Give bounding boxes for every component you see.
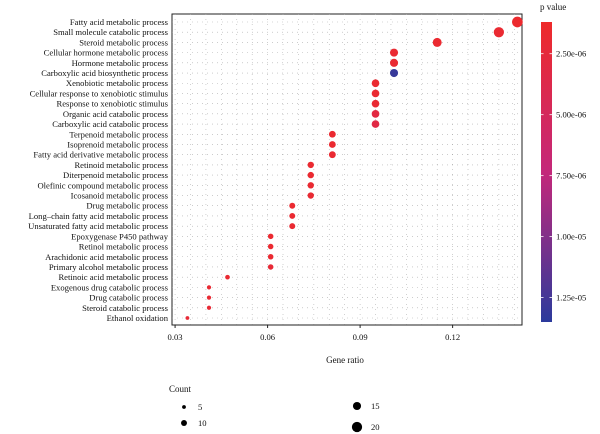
data-point: [206, 305, 212, 310]
color-legend: p value 2.50e-06 5.00e-06 7.50e-06 1.00e-05 1…: [540, 2, 587, 322]
y-tick-label: Isoprenoid metabolic process: [67, 139, 168, 149]
grid-lines: [172, 14, 522, 325]
data-point: [432, 37, 442, 47]
data-point: [289, 202, 296, 209]
y-tick-label: Exogenous drug catabolic process: [51, 282, 169, 292]
data-point: [289, 212, 296, 219]
color-legend-label: 2.50e-06: [556, 49, 587, 59]
size-legend-dot: [181, 420, 187, 426]
color-legend-label: 1.00e-05: [556, 232, 586, 242]
x-tick-label: 0.03: [168, 332, 183, 342]
data-point: [328, 151, 336, 159]
data-point: [389, 48, 399, 57]
size-legend-dot: [351, 421, 363, 433]
y-tick-label: Cellular response to xenobiotic stimulus: [30, 88, 169, 98]
x-tick-label: 0.12: [445, 332, 460, 342]
data-point: [206, 285, 212, 290]
data-point: [185, 316, 190, 320]
y-tick-label: Fatty acid derivative metabolic process: [33, 150, 168, 160]
size-legend-dot: [352, 401, 362, 411]
data-point: [389, 58, 399, 67]
data-point: [307, 192, 314, 199]
color-legend-label: 7.50e-06: [556, 171, 587, 181]
y-tick-label: Carboxylic acid biosynthetic process: [41, 68, 168, 78]
data-point: [267, 243, 274, 250]
size-legend-label: 10: [198, 418, 207, 428]
color-bar: [541, 22, 552, 322]
data-point: [328, 130, 336, 138]
data-point: [371, 99, 380, 108]
y-tick-label: Retinol metabolic process: [79, 242, 169, 252]
color-legend-title: p value: [540, 2, 566, 12]
size-legend-label: 5: [198, 402, 202, 412]
data-point: [267, 233, 274, 240]
y-tick-label: Steroid metabolic process: [79, 37, 168, 47]
x-axis-ticks: 0.03 0.06 0.09 0.12: [168, 325, 460, 342]
y-tick-label: Organic acid catabolic process: [63, 109, 169, 119]
y-tick-label: Carboxylic acid catabolic process: [52, 119, 168, 129]
y-tick-label: Small molecule catabolic process: [53, 27, 168, 37]
y-tick-label: Long–chain fatty acid metabolic process: [29, 211, 169, 221]
y-tick-label: Diterpenoid metabolic process: [63, 170, 169, 180]
data-point: [389, 68, 399, 78]
data-point: [371, 79, 380, 88]
data-points: [185, 16, 523, 320]
plot-border: [171, 13, 523, 326]
size-legend-dot: [182, 405, 186, 409]
data-point: [267, 264, 274, 270]
y-tick-label: Cellular hormone metabolic process: [44, 48, 169, 58]
y-tick-label: Drug catabolic process: [89, 293, 168, 303]
x-axis-title: Gene ratio: [326, 355, 364, 365]
data-point: [371, 120, 380, 128]
y-tick-label: Primary alcohol metabolic process: [49, 262, 169, 272]
size-legend-label: 20: [371, 422, 380, 432]
color-legend-label: 1.25e-05: [556, 293, 586, 303]
y-tick-label: Fatty acid metabolic process: [70, 17, 169, 27]
data-point: [328, 141, 336, 148]
data-point: [512, 16, 523, 28]
data-point: [371, 110, 380, 118]
y-tick-label: Response to xenobiotic stimulus: [57, 99, 169, 109]
size-legend-title: Count: [169, 384, 192, 394]
data-point: [289, 223, 296, 230]
plot-panel: [171, 13, 523, 326]
color-legend-label: 5.00e-06: [556, 110, 587, 120]
y-tick-label: Xenobiotic metabolic process: [66, 78, 169, 88]
y-tick-label: Epoxygenase P450 pathway: [71, 231, 169, 241]
y-tick-label: Olefinic compound metabolic process: [37, 180, 168, 190]
data-point: [371, 89, 380, 98]
data-point: [307, 161, 314, 169]
y-tick-label: Arachidonic acid metabolic process: [45, 252, 169, 262]
y-tick-label: Drug metabolic process: [86, 201, 168, 211]
data-point: [225, 274, 230, 280]
y-tick-label: Icosanoid metabolic process: [71, 191, 169, 201]
x-tick-label: 0.09: [353, 332, 368, 342]
data-point: [307, 171, 314, 179]
y-tick-label: Unsaturated fatty acid metabolic process: [28, 221, 168, 231]
size-legend-label: 15: [371, 401, 380, 411]
y-tick-label: Hormone metabolic process: [72, 58, 169, 68]
x-tick-label: 0.06: [260, 332, 276, 342]
data-point: [206, 295, 212, 300]
y-tick-label: Steroid catabolic process: [82, 303, 169, 313]
size-legend: Count 5 10 15 20: [169, 384, 380, 433]
y-tick-label: Terpenoid metabolic process: [69, 129, 168, 139]
data-point: [493, 27, 504, 38]
data-point: [307, 182, 314, 189]
y-tick-label: Retinoic acid metabolic process: [58, 272, 168, 282]
y-tick-label: Retinoid metabolic process: [74, 160, 168, 170]
data-point: [267, 253, 274, 260]
y-tick-label: Ethanol oxidation: [107, 313, 169, 323]
